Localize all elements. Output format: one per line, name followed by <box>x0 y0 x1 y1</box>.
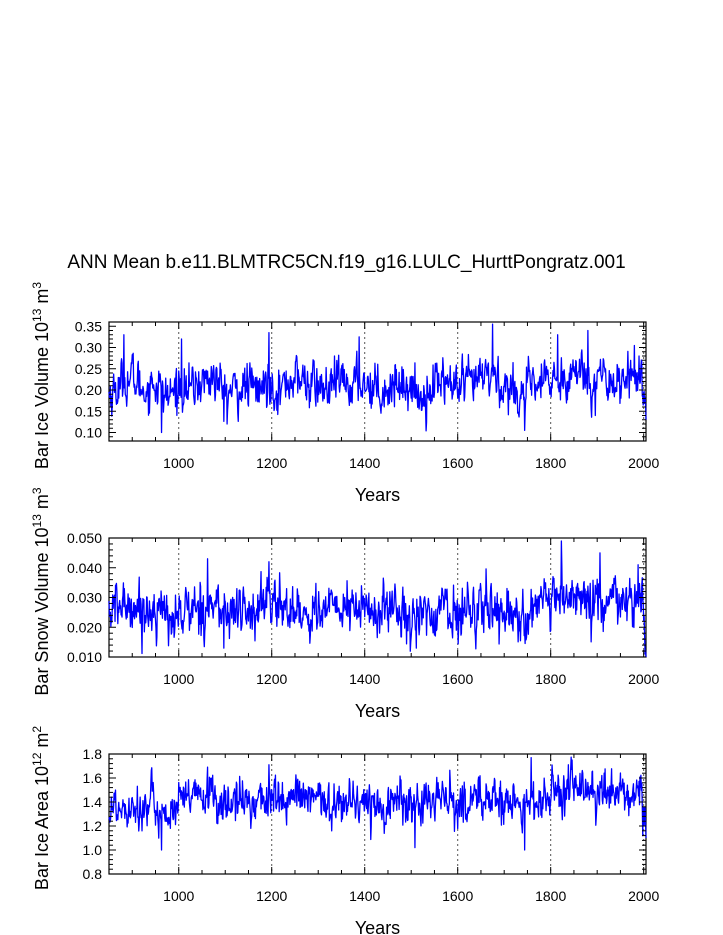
y-axis-label-unit-exponent: 3 <box>30 282 44 289</box>
x-tick-label: 1600 <box>442 455 473 471</box>
x-axis-label: Years <box>355 701 400 721</box>
y-axis-label-main: Bar Ice Area 10 <box>32 766 52 890</box>
y-axis: 0.10 0.15 0.20 0.25 0.30 0.35 <box>75 318 646 442</box>
y-tick-label: 0.040 <box>67 560 102 576</box>
x-tick-label: 1000 <box>163 888 194 904</box>
panel-ice-volume: 1000 1200 1400 1600 1800 2000 0.10 0.15 0.20 0.2… <box>30 282 659 505</box>
series-group <box>108 540 647 658</box>
x-tick-label: 1400 <box>349 888 380 904</box>
x-axis: 1000 1200 1400 1600 1800 2000 <box>108 538 659 687</box>
x-tick-label: 1800 <box>535 888 566 904</box>
x-tick-label: 1800 <box>535 455 566 471</box>
y-axis-label-main: Bar Ice Volume 10 <box>32 322 52 469</box>
y-axis-label: Bar Ice Area 1012 m2 <box>30 726 52 890</box>
y-axis-label-unit: m <box>32 733 52 753</box>
y-axis-label-exponent: 13 <box>30 514 44 528</box>
y-tick-label: 0.010 <box>67 649 102 665</box>
y-tick-label: 0.020 <box>67 619 102 635</box>
x-tick-label: 1000 <box>163 455 194 471</box>
panel-ice-area: 1000 1200 1400 1600 1800 2000 0.8 1.0 1.2 1.4 1.6… <box>30 726 659 935</box>
y-axis: 0.8 1.0 1.2 1.4 1.6 1.8 <box>83 746 646 882</box>
x-tick-label: 2000 <box>628 888 659 904</box>
y-tick-label: 0.15 <box>75 403 102 419</box>
y-axis: 0.010 0.020 0.030 0.040 0.050 <box>67 530 646 665</box>
y-axis-label-exponent: 13 <box>30 308 44 322</box>
x-tick-label: 1200 <box>256 888 287 904</box>
x-tick-label: 1200 <box>256 671 287 687</box>
plot-frame <box>108 753 647 875</box>
y-axis-label-main: Bar Snow Volume 10 <box>32 527 52 695</box>
panel-snow-volume: 1000 1200 1400 1600 1800 2000 0.010 0.020 0.030… <box>30 487 659 721</box>
y-tick-label: 0.35 <box>75 318 102 334</box>
x-tick-label: 2000 <box>628 455 659 471</box>
y-tick-label: 0.10 <box>75 425 102 441</box>
x-tick-label: 1400 <box>349 671 380 687</box>
x-tick-label: 1600 <box>442 888 473 904</box>
x-tick-label: 1000 <box>163 671 194 687</box>
y-tick-label: 0.050 <box>67 530 102 546</box>
y-tick-label: 0.25 <box>75 361 102 377</box>
x-axis: 1000 1200 1400 1600 1800 2000 <box>108 322 659 471</box>
series-line <box>108 540 647 658</box>
y-tick-label: 1.0 <box>83 842 103 858</box>
series-group <box>108 323 647 434</box>
x-axis-label: Years <box>355 918 400 935</box>
y-axis-label: Bar Snow Volume 1013 m3 <box>30 487 52 695</box>
series-group <box>108 756 647 851</box>
x-tick-label: 2000 <box>628 671 659 687</box>
y-tick-label: 0.20 <box>75 382 102 398</box>
x-axis: 1000 1200 1400 1600 1800 2000 <box>108 754 659 904</box>
x-tick-label: 1800 <box>535 671 566 687</box>
figure-title: ANN Mean b.e11.BLMTRC5CN.f19_g16.LULC_Hu… <box>67 252 626 273</box>
y-tick-label: 0.8 <box>83 866 103 882</box>
y-tick-label: 1.4 <box>83 794 103 810</box>
y-axis-label-unit-exponent: 2 <box>30 726 44 733</box>
y-axis-label-unit: m <box>32 494 52 514</box>
x-axis-label: Years <box>355 485 400 505</box>
x-tick-label: 1600 <box>442 671 473 687</box>
x-tick-label: 1200 <box>256 455 287 471</box>
series-line <box>108 756 647 851</box>
y-tick-label: 0.030 <box>67 590 102 606</box>
y-tick-label: 1.6 <box>83 770 103 786</box>
x-tick-label: 1400 <box>349 455 380 471</box>
y-axis-label: Bar Ice Volume 1013 m3 <box>30 282 52 469</box>
y-tick-label: 1.2 <box>83 818 103 834</box>
y-axis-label-unit-exponent: 3 <box>30 487 44 494</box>
y-axis-label-unit: m <box>32 289 52 309</box>
y-axis-label-exponent: 12 <box>30 752 44 766</box>
series-line <box>108 323 647 434</box>
y-tick-label: 1.8 <box>83 746 103 762</box>
y-tick-label: 0.30 <box>75 340 102 356</box>
